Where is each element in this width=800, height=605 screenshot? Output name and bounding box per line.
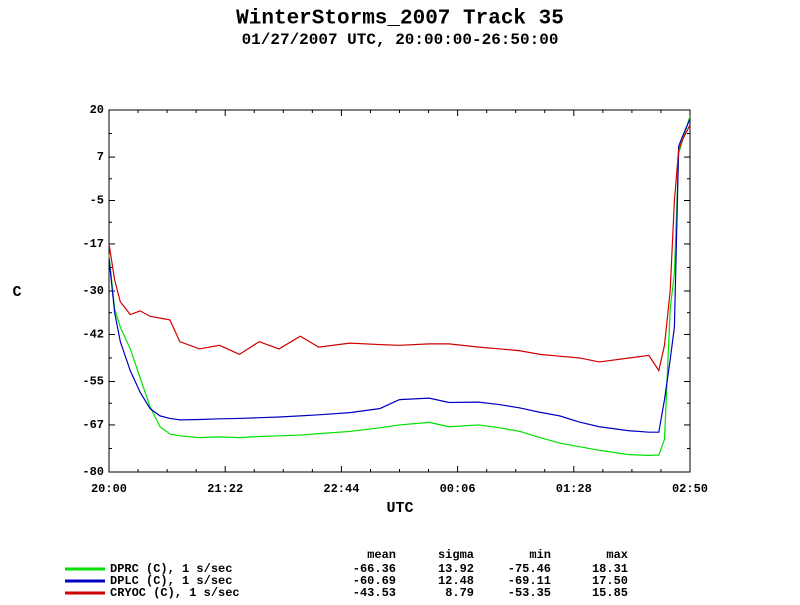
- x-tick-label: 02:50: [672, 482, 708, 496]
- stats-header: max: [606, 548, 628, 562]
- data-line: [108, 118, 691, 433]
- stats-value: -66.36: [353, 562, 396, 576]
- y-tick-label: -5: [90, 194, 104, 208]
- y-tick-label: -67: [82, 418, 104, 432]
- x-tick-label: 20:00: [91, 482, 127, 496]
- stats-value: 18.31: [592, 562, 628, 576]
- stats-value: -43.53: [353, 586, 396, 600]
- y-tick-label: -17: [82, 237, 104, 251]
- y-tick-label: -42: [82, 328, 104, 342]
- y-tick-label: 20: [90, 103, 104, 117]
- stats-value: -69.11: [508, 574, 551, 588]
- data-line: [108, 115, 691, 456]
- legend-label: DPRC (C), 1 s/sec: [110, 562, 232, 576]
- stats-value: -53.35: [508, 586, 551, 600]
- stats-value: 15.85: [592, 586, 628, 600]
- x-tick-label: 00:06: [440, 482, 476, 496]
- x-axis-label: UTC: [386, 500, 413, 517]
- y-axis-label: C: [12, 284, 21, 301]
- y-tick-label: -55: [82, 375, 104, 389]
- y-tick-label: -80: [82, 465, 104, 479]
- x-tick-label: 01:28: [556, 482, 592, 496]
- stats-header: min: [529, 548, 551, 562]
- stats-header: sigma: [438, 548, 474, 562]
- stats-value: 12.48: [438, 574, 474, 588]
- stats-header: mean: [367, 548, 396, 562]
- stats-value: 13.92: [438, 562, 474, 576]
- chart-subtitle: 01/27/2007 UTC, 20:00:00-26:50:00: [242, 31, 559, 49]
- stats-value: 17.50: [592, 574, 628, 588]
- y-tick-label: -30: [82, 284, 104, 298]
- stats-value: -60.69: [353, 574, 396, 588]
- data-line: [108, 124, 691, 373]
- stats-value: -75.46: [508, 562, 551, 576]
- x-tick-label: 21:22: [207, 482, 243, 496]
- legend-label: DPLC (C), 1 s/sec: [110, 574, 232, 588]
- y-tick-label: 7: [97, 150, 104, 164]
- plot-frame: [108, 109, 691, 473]
- stats-value: 8.79: [445, 586, 474, 600]
- x-tick-label: 22:44: [323, 482, 359, 496]
- legend-label: CRYOC (C), 1 s/sec: [110, 586, 240, 600]
- chart-title: WinterStorms_2007 Track 35: [236, 8, 564, 31]
